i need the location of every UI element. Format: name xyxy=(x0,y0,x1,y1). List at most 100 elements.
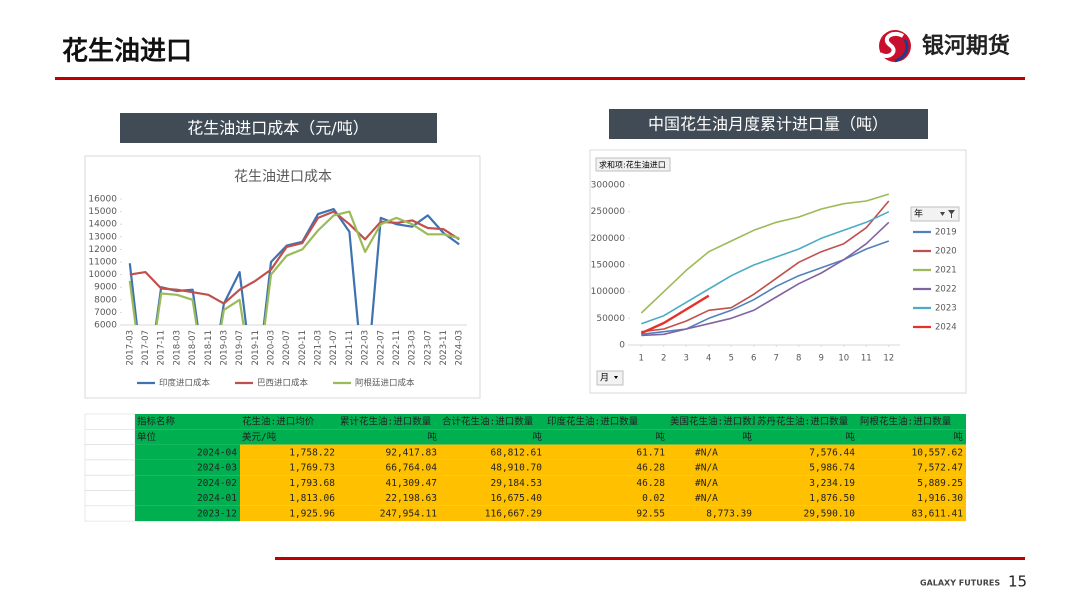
table-text: 7,572.47 xyxy=(917,463,963,474)
table-cell xyxy=(338,429,440,445)
y-tick-label: 50000 xyxy=(596,314,625,324)
table-text: 2024-03 xyxy=(197,463,237,474)
table-cell xyxy=(545,490,668,506)
table-text: 1,769.73 xyxy=(289,463,335,474)
chart-title: 花生油进口成本 xyxy=(234,169,332,185)
x-tick-label: 2024-03 xyxy=(455,330,465,366)
filter-icon xyxy=(940,210,955,218)
page-number: 15 xyxy=(1008,573,1027,591)
table-text: 1,813.06 xyxy=(289,493,335,504)
table-cell xyxy=(84,505,136,522)
table-cell xyxy=(545,505,668,522)
filter-button[interactable] xyxy=(596,370,624,386)
legend-label: 2023 xyxy=(935,304,957,314)
table-cell xyxy=(440,505,545,522)
x-tick-label: 2020-03 xyxy=(266,330,276,366)
table-text: #N/A xyxy=(695,463,718,474)
x-tick-label: 10 xyxy=(838,354,849,364)
x-tick-label: 2020-07 xyxy=(282,330,292,366)
x-tick-label: 2019-07 xyxy=(235,330,245,366)
y-tick-label: 10000 xyxy=(88,270,117,280)
x-tick-label: 11 xyxy=(861,354,872,364)
legend-label: 阿根廷进口成本 xyxy=(355,378,415,389)
series-line xyxy=(641,221,890,337)
filter-arrow xyxy=(614,376,618,379)
x-tick-label: 4 xyxy=(706,354,711,364)
table-cell xyxy=(84,413,136,430)
table-cell xyxy=(545,475,668,491)
x-tick-label: 2017-07 xyxy=(141,330,151,366)
y-tick-label: 9000 xyxy=(94,283,117,293)
pivot-field xyxy=(595,157,671,172)
legend-label: 2021 xyxy=(935,266,957,276)
pivot-field-text: 求和项:花生油进口 xyxy=(599,160,666,170)
table-cell xyxy=(440,444,545,460)
chart-frame xyxy=(589,149,967,394)
table-cell xyxy=(545,414,668,430)
table-cell xyxy=(84,490,136,507)
x-tick-label: 2019-03 xyxy=(219,330,229,366)
y-tick-label: 0 xyxy=(619,341,625,351)
table-text: 美国花生油:进口数量 xyxy=(670,416,762,428)
table-cell xyxy=(338,459,440,476)
series-line xyxy=(641,200,890,333)
table-text: 48,910.70 xyxy=(491,463,543,474)
footer-rule xyxy=(275,557,1025,560)
table-text: 单位 xyxy=(137,431,157,443)
legend-label: 巴西进口成本 xyxy=(257,378,309,389)
table-cell xyxy=(84,459,136,476)
table-text: 吨 xyxy=(953,431,963,443)
table-text: 2024-01 xyxy=(197,493,237,504)
table-text: 1,876.50 xyxy=(809,493,855,504)
x-tick-label: 2020-11 xyxy=(298,330,308,366)
y-tick-label: 16000 xyxy=(88,195,117,205)
page-title: 花生油进口 xyxy=(62,37,192,67)
table-cell xyxy=(545,429,668,445)
table-cell xyxy=(668,429,755,445)
table-cell xyxy=(755,429,858,445)
table-text: 46.28 xyxy=(636,463,665,474)
logo xyxy=(878,30,911,63)
table-cell xyxy=(440,414,545,430)
table-text: 苏丹花生油:进口数量 xyxy=(757,416,849,428)
table-cell xyxy=(668,505,755,522)
section-label xyxy=(609,109,928,139)
table-cell xyxy=(135,414,240,430)
table-text: #N/A xyxy=(695,493,718,504)
table-cell xyxy=(135,490,240,506)
table-cell xyxy=(755,414,858,430)
legend-field[interactable] xyxy=(910,206,960,222)
table-text: 1,925.96 xyxy=(289,508,335,519)
table-cell xyxy=(858,429,966,445)
x-tick-label: 2022-03 xyxy=(361,330,371,366)
table-cell xyxy=(84,474,136,491)
table-cell xyxy=(440,429,545,445)
table-cell xyxy=(755,475,858,491)
table-cell xyxy=(440,459,545,476)
table-text: 1,793.68 xyxy=(289,478,335,489)
filter-button-text: 月 xyxy=(600,373,609,384)
x-tick-label: 2023-07 xyxy=(423,330,433,366)
table-cell xyxy=(338,444,440,460)
table-text: 247,954.11 xyxy=(380,508,437,519)
x-tick-label: 12 xyxy=(883,354,894,364)
table-text: 美元/吨 xyxy=(242,431,277,443)
y-tick-label: 8000 xyxy=(94,295,117,305)
y-tick-label: 11000 xyxy=(88,258,117,268)
table-cell xyxy=(240,459,338,476)
table-text: 2024-02 xyxy=(197,478,237,489)
legend-title: 年 xyxy=(914,208,923,220)
table-cell xyxy=(668,444,755,460)
section-label xyxy=(120,113,437,143)
x-tick-label: 7 xyxy=(774,354,779,364)
table-text: #N/A xyxy=(695,447,718,458)
y-tick-label: 7000 xyxy=(94,308,117,318)
x-tick-label: 6 xyxy=(751,354,756,364)
x-tick-label: 2023-03 xyxy=(408,330,418,366)
y-tick-label: 12000 xyxy=(88,245,117,255)
table-cell xyxy=(440,475,545,491)
table-text: 5,986.74 xyxy=(809,463,855,474)
series-line xyxy=(128,210,460,325)
table-text: 29,590.10 xyxy=(804,508,856,519)
table-cell xyxy=(240,475,338,491)
